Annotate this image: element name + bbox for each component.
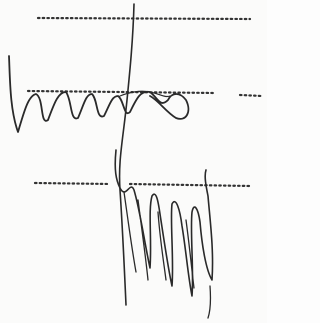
paper <box>0 0 267 323</box>
page-body <box>0 0 267 323</box>
page: {} html, body { margin: 0; padding: 0; b… <box>0 0 267 323</box>
sketch <box>0 0 267 323</box>
